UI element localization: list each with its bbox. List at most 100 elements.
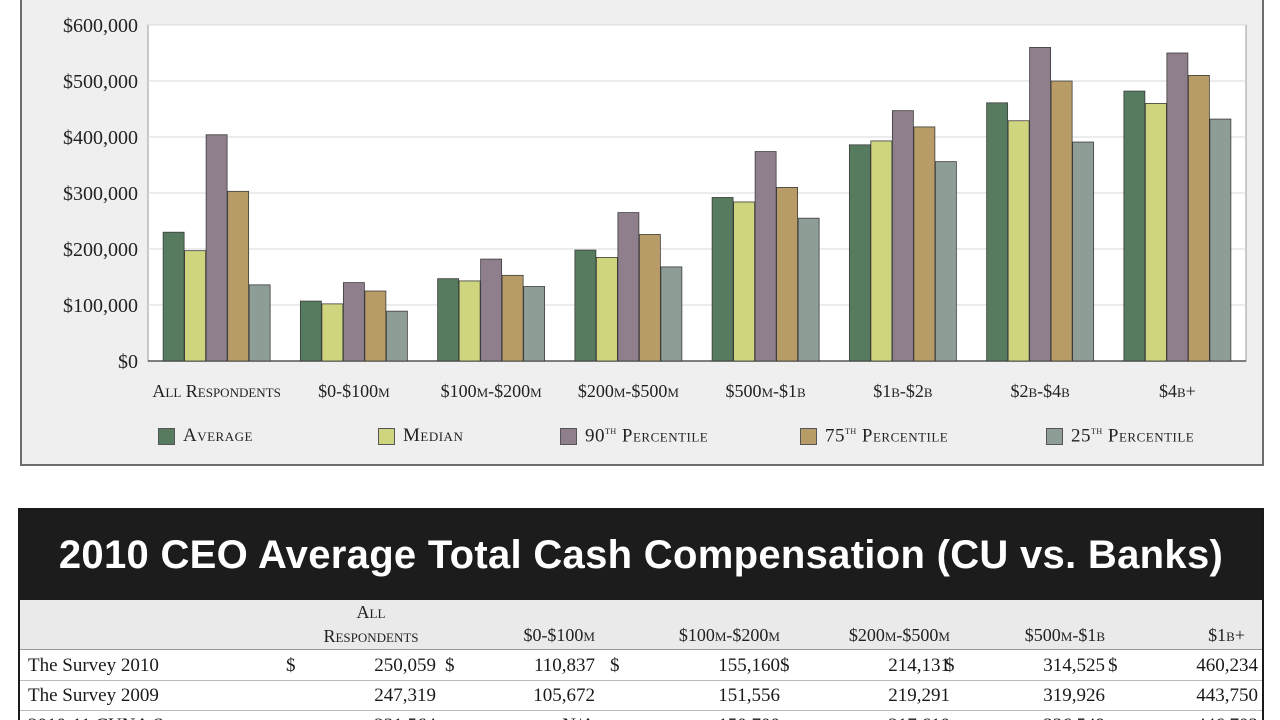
cell-value: 314,525 (1043, 655, 1105, 676)
currency-sign: $ (780, 655, 790, 676)
bar-average (848, 144, 871, 362)
bar-90th-percentile (617, 212, 640, 362)
bar-25th-percentile (385, 310, 408, 362)
table-cell: $250,059 (286, 655, 436, 677)
bar-25th-percentile (1209, 118, 1232, 362)
bar-75th-percentile (227, 190, 250, 362)
x-tick-label: $1b-$2b (873, 381, 933, 401)
bar-median (595, 256, 618, 362)
table-row: 2010-11 CUNA Survey 231,564 N/A 150,700217,… (20, 711, 1262, 720)
bar-average (574, 249, 597, 362)
table-title: 2010 CEO Average Total Cash Compensation… (58, 532, 1224, 577)
currency-sign: $ (610, 655, 620, 676)
x-tick-label: $200m-$500m (578, 381, 680, 401)
table-cell: 151,556 (718, 685, 780, 706)
x-tick-label: $2b-$4b (1010, 381, 1070, 401)
bar-average (1123, 90, 1146, 362)
cell-value: 250,059 (374, 655, 436, 676)
bar-average (437, 278, 460, 362)
currency-sign: $ (945, 655, 955, 676)
y-tick-label: $0 (118, 351, 138, 373)
bar-median (733, 201, 756, 362)
bar-25th-percentile (934, 161, 957, 362)
y-tick-label: $100,000 (63, 295, 138, 317)
table-cell: 105,672 (533, 685, 595, 706)
bar-average (986, 102, 1009, 362)
bar-25th-percentile (1072, 141, 1095, 362)
table-row-label: The Survey 2010 (28, 655, 159, 676)
bar-75th-percentile (776, 186, 799, 362)
table-header-all-respondents: All Respondents (306, 600, 436, 648)
table-header-row: All Respondents $0-$100m $100m-$200m $20… (20, 600, 1262, 650)
bar-90th-percentile (205, 134, 228, 362)
bar-median (321, 303, 344, 362)
table-cell: $314,525 (945, 655, 1105, 677)
y-tick-label: $500,000 (63, 71, 138, 93)
bar-90th-percentile (754, 151, 777, 362)
bar-90th-percentile (342, 282, 365, 362)
table-header-all-respondents-text: All Respondents (323, 602, 419, 646)
bar-median (184, 250, 207, 362)
y-tick-label: $400,000 (63, 127, 138, 149)
table-cell: 231,564 (286, 715, 436, 720)
bar-median (458, 280, 481, 362)
table-cell: 336,549 (945, 715, 1105, 720)
table-row-label: The Survey 2009 (28, 685, 159, 706)
cell-value: 155,160 (718, 655, 780, 676)
table-header-200m-500m: $200m-$500m (848, 625, 950, 645)
table-cell: $460,234 (1108, 655, 1258, 677)
bar-median (1144, 103, 1167, 362)
bar-75th-percentile (501, 274, 524, 362)
bar-90th-percentile (891, 110, 914, 362)
table-row: The Survey 2009 247,319 105,672 151,556 219,… (20, 681, 1262, 711)
table-row-label: 2010-11 CUNA Survey (28, 715, 207, 720)
table-cell: 443,750 (1196, 685, 1258, 706)
bar-average (711, 197, 734, 362)
table-cell: 219,291 (888, 685, 950, 706)
table-header-0-100m: $0-$100m (523, 625, 595, 645)
currency-sign: $ (286, 655, 296, 676)
cell-value: 214,131 (888, 655, 950, 676)
bar-25th-percentile (797, 217, 820, 362)
bar-average (162, 231, 185, 362)
bar-90th-percentile (1166, 52, 1189, 362)
bar-average (299, 300, 322, 362)
bar-median (870, 140, 893, 362)
table-title-bar: 2010 CEO Average Total Cash Compensation… (20, 510, 1262, 600)
x-tick-label: $0-$100m (318, 381, 390, 401)
table-cell: 247,319 (374, 685, 436, 706)
x-tick-label: All Respondents (152, 381, 280, 401)
y-tick-label: $600,000 (63, 15, 138, 37)
cell-value: 110,837 (533, 655, 595, 676)
bar-75th-percentile (1187, 75, 1210, 362)
table-cell: 446,703 (1108, 715, 1258, 720)
table-header-500m-1b: $500m-$1b (1024, 625, 1105, 645)
table-header-100m-200m: $100m-$200m (678, 625, 780, 645)
bar-75th-percentile (913, 126, 936, 362)
table-cell: $155,160 (610, 655, 780, 677)
table-header-1b-plus: $1b+ (1208, 625, 1245, 645)
bar-chart: $0 $100,000 $200,000 $300,000 $400,000 $500,0… (63, 15, 1247, 401)
table-cell: 217,610 (780, 715, 950, 720)
cell-value: 460,234 (1196, 655, 1258, 676)
compensation-table: 2010 CEO Average Total Cash Compensation… (18, 508, 1264, 720)
bar-90th-percentile (1029, 47, 1052, 362)
currency-sign: $ (1108, 655, 1118, 676)
x-tick-label: $500m-$1b (726, 381, 807, 401)
chart-panel: $0 $100,000 $200,000 $300,000 $400,000 $500,0… (20, 0, 1264, 466)
bar-75th-percentile (1050, 80, 1073, 362)
table-cell: $110,837 (445, 655, 595, 677)
x-tick-label: $4b+ (1159, 381, 1196, 401)
bar-90th-percentile (480, 258, 503, 362)
bar-25th-percentile (523, 286, 546, 362)
bar-median (1007, 120, 1030, 362)
bar-75th-percentile (364, 290, 387, 362)
bar-25th-percentile (660, 266, 683, 362)
y-tick-label: $200,000 (63, 239, 138, 261)
y-tick-label: $300,000 (63, 183, 138, 205)
table-cell: 319,926 (1043, 685, 1105, 706)
table-cell: $214,131 (780, 655, 950, 677)
table-row: The Survey 2010 $250,059 $110,837 $155,160 $… (20, 651, 1262, 681)
table-cell: 150,700 (610, 715, 780, 720)
x-tick-label: $100m-$200m (441, 381, 543, 401)
